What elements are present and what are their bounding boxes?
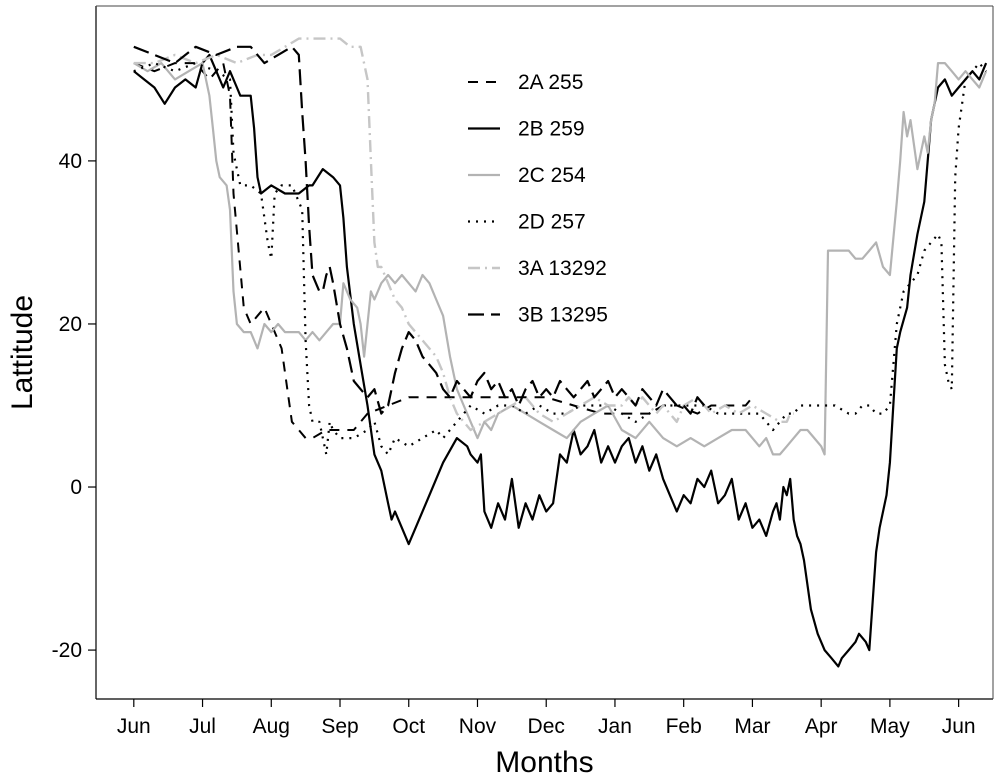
axes: Jun Jul Aug Sep Oct Nov Dec Jan Feb Mar Apr May Jun -… (52, 5, 994, 738)
series-line-3b-13295 (133, 45, 706, 415)
x-tick-label: Nov (459, 715, 497, 738)
x-tick-label: Feb (666, 715, 702, 738)
x-tick-label: May (870, 715, 910, 738)
x-tick-label: Jul (189, 715, 216, 738)
x-tick-label: Oct (392, 715, 425, 738)
y-tick-label: 20 (59, 313, 82, 336)
series-line-2d-257 (133, 62, 987, 456)
x-tick-label: Dec (528, 715, 565, 738)
y-tick-label: 40 (59, 150, 82, 173)
series-line-2b-259 (133, 53, 988, 668)
legend-label-2d-257: 2D 257 (518, 211, 586, 234)
legend-label-3a-13292: 3A 13292 (518, 257, 607, 280)
x-tick-label: Jun (942, 715, 976, 738)
legend-label-2a-255: 2A 255 (518, 71, 583, 94)
x-axis-title: Months (495, 746, 593, 777)
x-tick-label: Jan (598, 715, 632, 738)
x-tick-label: Apr (805, 715, 838, 738)
x-tick-label: Sep (321, 715, 358, 738)
series-line-2a-255 (133, 62, 754, 440)
series-line-3a-13292 (133, 37, 794, 432)
x-tick-label: Aug (253, 715, 290, 738)
y-tick-label: -20 (52, 639, 82, 662)
series-line-2c-254 (133, 62, 988, 456)
legend-label-2b-259: 2B 259 (518, 118, 585, 141)
y-axis-title: Lattitude (6, 295, 39, 410)
series-lines (133, 37, 988, 668)
legend-label-3b-13295: 3B 13295 (518, 304, 608, 327)
x-tick-label: Jun (117, 715, 151, 738)
legend: 2A 255 2B 259 2C 254 2D 257 3A 13292 3B 13295 (468, 71, 608, 327)
legend-label-2c-254: 2C 254 (518, 164, 586, 187)
x-tick-label: Mar (734, 715, 770, 738)
y-tick-label: 0 (70, 476, 82, 499)
